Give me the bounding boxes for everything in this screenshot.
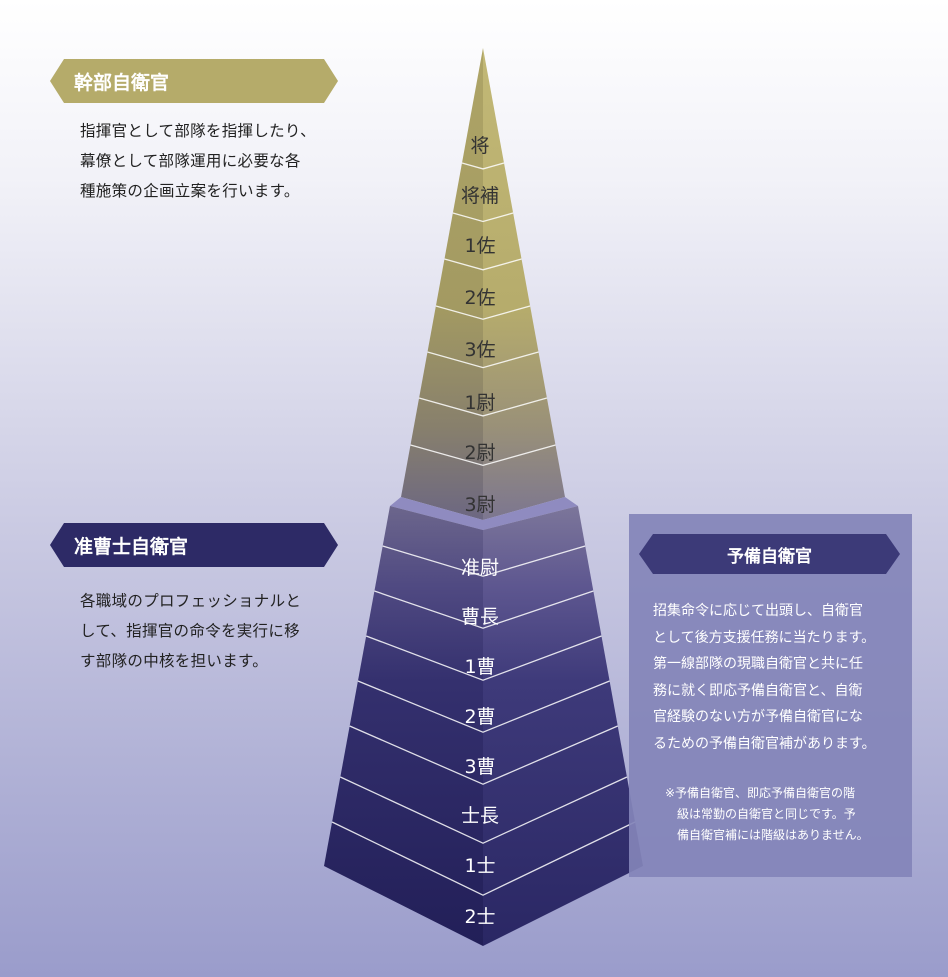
tier-divider [349,725,618,785]
officer-category-label: 幹部自衛官 [50,59,338,103]
reserve-category-label: 予備自衛官 [639,534,900,574]
tier-divider [340,776,628,844]
officer-rank-label: 3尉 [464,494,496,516]
officer-rank-label: 1佐 [464,235,496,257]
officer-rank-label: 将補 [460,185,499,207]
nco-rank-label: 1士 [464,855,496,877]
officer-rank-label: 1尉 [464,392,496,414]
officer-nco-divider [390,497,578,530]
tier-divider [435,305,531,320]
tier-divider [461,162,505,170]
nco-pyramid-left [324,506,483,946]
tier-divider [427,351,539,369]
nco-rank-label: 士長 [460,805,499,827]
nco-pyramid-right [483,506,643,946]
officer-rank-label: 2尉 [464,442,496,464]
tier-divider [382,545,586,577]
reserve-note: ※予備自衛官、即応予備自衛官の階 級は常勤の自衛官と同じです。予 備自衛官補には… [665,786,869,842]
nco-category-label: 准曹士自衛官 [50,523,338,567]
nco-rank-label: 3曹 [464,756,496,778]
officer-pyramid-left [401,48,483,520]
tier-divider [374,590,594,629]
tier-divider [331,821,636,896]
officer-pyramid-right [483,48,565,520]
tier-divider [410,444,556,467]
nco-rank-label: 1曹 [464,656,496,678]
officer-rank-label: 3佐 [464,339,496,361]
officer-description: 指揮官として部隊を指揮したり、 幕僚として部隊運用に必要な各 種施策の企画立案を… [80,122,316,200]
nco-rank-label: 准尉 [460,557,499,579]
nco-rank-label: 曹長 [460,606,499,628]
tier-divider [365,635,602,681]
tier-divider [452,212,514,223]
nco-rank-label: 2曹 [464,706,496,728]
tier-divider [357,680,610,733]
officer-rank-label: 将 [470,135,490,157]
nco-rank-label: 2士 [464,906,496,928]
reserve-panel [629,514,912,877]
tier-divider [444,258,522,271]
nco-description: 各職域のプロフェッショナルと して、指揮官の命令を実行に移 す部隊の中核を担いま… [80,592,302,670]
tier-divider [418,397,548,417]
officer-rank-label: 2佐 [464,287,496,309]
reserve-description: 招集命令に応じて出頭し、自衛官 として後方支援任務に当たります。 第一線部隊の現… [653,603,876,752]
